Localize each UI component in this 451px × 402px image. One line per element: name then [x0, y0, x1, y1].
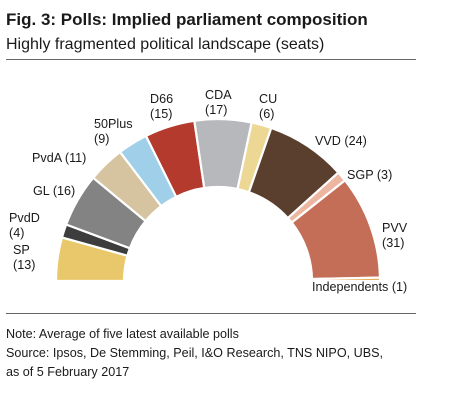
chart-title: Fig. 3: Polls: Implied parliament compos…: [6, 10, 368, 29]
label-2: GL (16): [33, 184, 75, 198]
label-8: VVD (24): [315, 134, 367, 148]
label-9: SGP (3): [347, 168, 392, 182]
label-1: PvdD (4): [9, 211, 40, 240]
footnote-date: as of 5 February 2017: [6, 365, 130, 379]
parliament-chart: SP (13) PvdD (4) GL (16) PvdA (11) 50Plus (9) D6…: [9, 88, 408, 294]
label-6: CDA (17): [205, 88, 232, 117]
label-0: SP (13): [13, 243, 35, 272]
top-divider: [6, 59, 416, 60]
segment-independents: [310, 276, 382, 283]
chart-footnote: Note: Average of five latest available p…: [6, 325, 426, 382]
label-4: 50Plus (9): [94, 117, 133, 146]
label-3: PvdA (11): [32, 151, 86, 165]
label-11: Independents (1): [312, 280, 407, 294]
bottom-divider: [6, 313, 416, 314]
label-5: D66 (15): [150, 92, 173, 121]
chart-labels: SP (13) PvdD (4) GL (16) PvdA (11) 50Plus (9) D6…: [9, 88, 408, 294]
label-7: CU (6): [259, 92, 277, 121]
footnote-source: Source: Ipsos, De Stemming, Peil, I&O Re…: [6, 346, 384, 360]
chart-subtitle: Highly fragmented political landscape (s…: [6, 36, 325, 53]
label-10: PVV (31): [382, 221, 408, 250]
chart-segments: [54, 117, 382, 283]
footnote-note: Note: Average of five latest available p…: [6, 327, 239, 341]
